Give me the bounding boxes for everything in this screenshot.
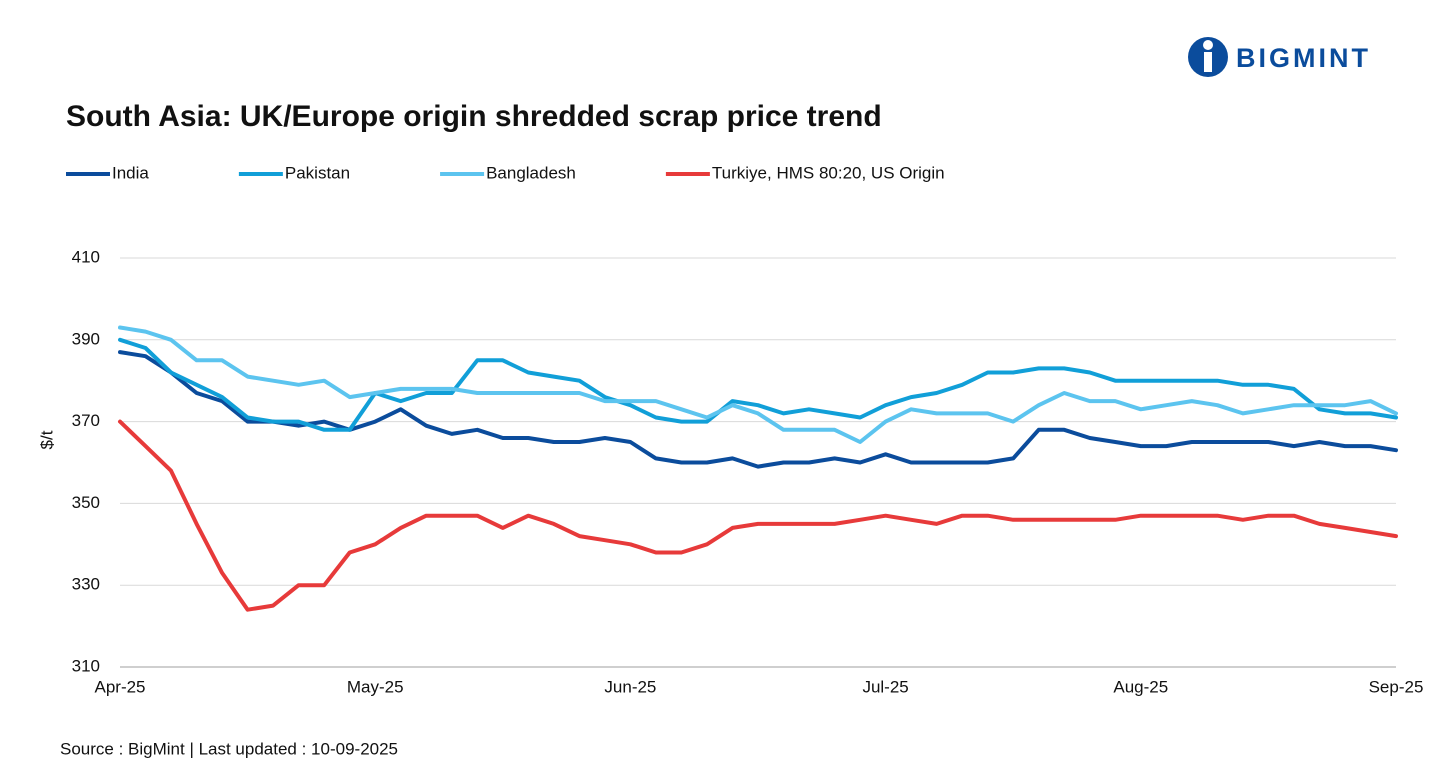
legend-label: Turkiye, HMS 80:20, US Origin (712, 163, 945, 182)
legend-label: Bangladesh (486, 163, 576, 182)
logo-icon-head (1203, 40, 1213, 50)
x-tick-label: Jun-25 (604, 677, 656, 696)
y-axis-label: $/t (37, 430, 56, 449)
x-tick-label: Apr-25 (94, 677, 145, 696)
y-tick-label: 310 (72, 656, 100, 675)
source: Source : BigMint | Last updated : 10-09-… (60, 739, 398, 758)
y-tick-label: 370 (72, 411, 100, 430)
logo: BIGMINT (1188, 37, 1371, 77)
y-tick-label: 390 (72, 329, 100, 348)
series-line (118, 337, 1398, 432)
y-tick-label: 350 (72, 493, 100, 512)
y-tick-label: 410 (72, 247, 100, 266)
series-line (118, 350, 1398, 469)
brand: BIGMINT (1236, 43, 1371, 73)
series-line (118, 419, 1398, 612)
series-line (118, 325, 1398, 444)
logo-icon-body (1204, 52, 1212, 72)
x-tick-label: May-25 (347, 677, 404, 696)
chart-title: South Asia: UK/Europe origin shredded sc… (66, 100, 882, 133)
legend-label: Pakistan (285, 163, 350, 182)
y-tick-label: 330 (72, 575, 100, 594)
legend-label: India (112, 163, 149, 182)
x-tick-label: Aug-25 (1113, 677, 1168, 696)
x-tick-label: Sep-25 (1369, 677, 1424, 696)
x-tick-label: Jul-25 (862, 677, 908, 696)
